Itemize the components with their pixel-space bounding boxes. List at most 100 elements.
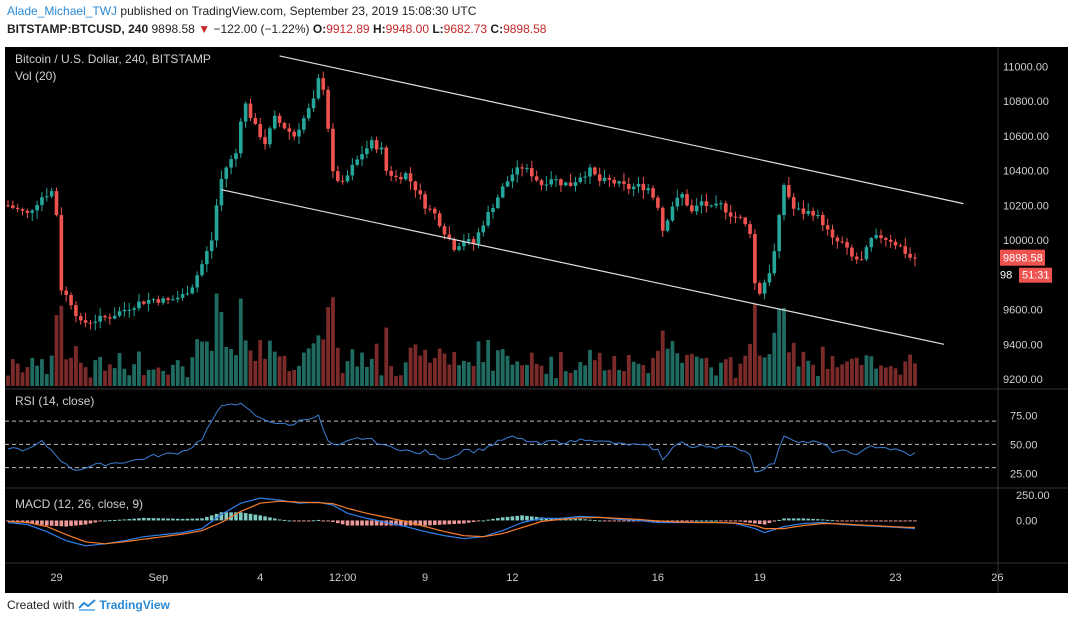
chart-area[interactable]: 9200.00 9400.00 9600.00 10000.00 10200.00 104… [5,47,1068,593]
volume-bar [268,340,272,386]
candle-body [117,311,122,316]
candle-body [185,293,190,295]
macd-histogram-bar [108,520,112,522]
volume-bar [30,357,35,386]
candle-body [525,168,529,170]
time-tick-label: 9 [422,572,428,584]
macd-histogram-bar [481,520,486,522]
volume-bar [515,361,520,386]
candle-body [399,176,403,180]
candle-body [311,98,316,109]
candle-body [622,181,626,184]
candle-body [874,235,878,239]
volume-bar [151,369,156,386]
volume-bar [782,307,786,386]
candle-body [180,294,185,298]
volume-bar [704,357,709,386]
chart-svg[interactable]: 9200.00 9400.00 9600.00 10000.00 10200.00 104… [5,47,1068,593]
volume-bar [185,377,190,386]
price-partial-label: 98 [1000,270,1012,282]
volume-bar [127,375,132,386]
candle-body [326,89,330,129]
candle-body [234,153,238,160]
macd-histogram-bar [190,518,195,521]
macd-histogram-bar [884,520,888,522]
candle-body [821,214,825,226]
candle-body [219,178,224,206]
volume-bar [214,293,219,386]
macd-histogram-bar [724,520,728,522]
volume-bar [40,359,44,386]
volume-bar [495,350,500,386]
volume-bar [816,375,820,386]
macd-histogram-bar [399,520,403,526]
candle-body [738,216,743,218]
volume-bar [248,350,253,386]
macd-histogram-bar [122,519,127,521]
volume-bar [854,357,859,386]
volume-bar [520,365,524,386]
volume-bar [200,341,204,386]
volume-bar [292,369,297,386]
volume-bar [525,364,529,386]
macd-histogram-bar [83,520,88,525]
volume-bar [10,359,15,386]
volume-bar [297,365,301,386]
macd-histogram-bar [78,520,83,526]
macd-histogram-bar [733,520,738,522]
macd-histogram-bar [864,520,869,522]
volume-bar [748,343,752,386]
volume-bar [457,365,461,386]
macd-histogram-bar [234,512,238,521]
volume-bar [859,364,864,386]
author-link[interactable]: Alade_Michael_TWJ [7,4,118,18]
macd-histogram-bar [243,513,248,521]
volume-bar [694,356,699,386]
volume-bar [602,370,607,386]
macd-histogram-bar [544,517,549,521]
volume-bar [491,370,495,386]
candle-body [476,232,481,244]
macd-histogram-bar [195,518,199,521]
volume-bar [272,351,277,386]
macd-histogram-bar [360,520,364,526]
macd-histogram-bar [365,520,369,526]
candle-body [568,182,573,186]
candle-body [423,194,427,209]
macd-histogram-bar [888,520,893,522]
macd-histogram-bar [753,520,757,524]
volume-bar [156,367,161,386]
volume-bar [413,344,418,386]
macd-histogram-bar [796,518,801,521]
volume-bar [44,374,49,386]
volume-bar [190,357,195,386]
macd-histogram-bar [743,520,747,523]
macd-histogram-bar [214,513,219,521]
candle-body [753,234,757,284]
candle-body [243,103,248,122]
candle-body [772,251,777,274]
volume-bar [107,364,112,386]
volume-bar [379,375,384,386]
volume-bar [486,339,491,386]
macd-histogram-bar [394,520,398,526]
candle-body [879,235,883,239]
volume-bar [180,366,185,386]
macd-histogram-bar [830,520,835,522]
volume-bar [69,357,73,386]
tradingview-brand[interactable]: TradingView [78,598,170,612]
macd-histogram-bar [816,519,820,521]
open-value: 9912.89 [326,22,370,36]
volume-bar [282,355,287,386]
volume-bar [806,360,811,386]
candle-body [112,315,117,319]
candle-body [651,188,655,198]
candle-body [83,320,88,323]
volume-bar [607,369,612,386]
macd-histogram-bar [268,517,272,521]
volume-bar [830,356,835,386]
macd-histogram-bar [248,513,253,521]
volume-bar [680,362,685,386]
volume-bar [321,339,326,386]
macd-histogram-bar [520,515,524,521]
